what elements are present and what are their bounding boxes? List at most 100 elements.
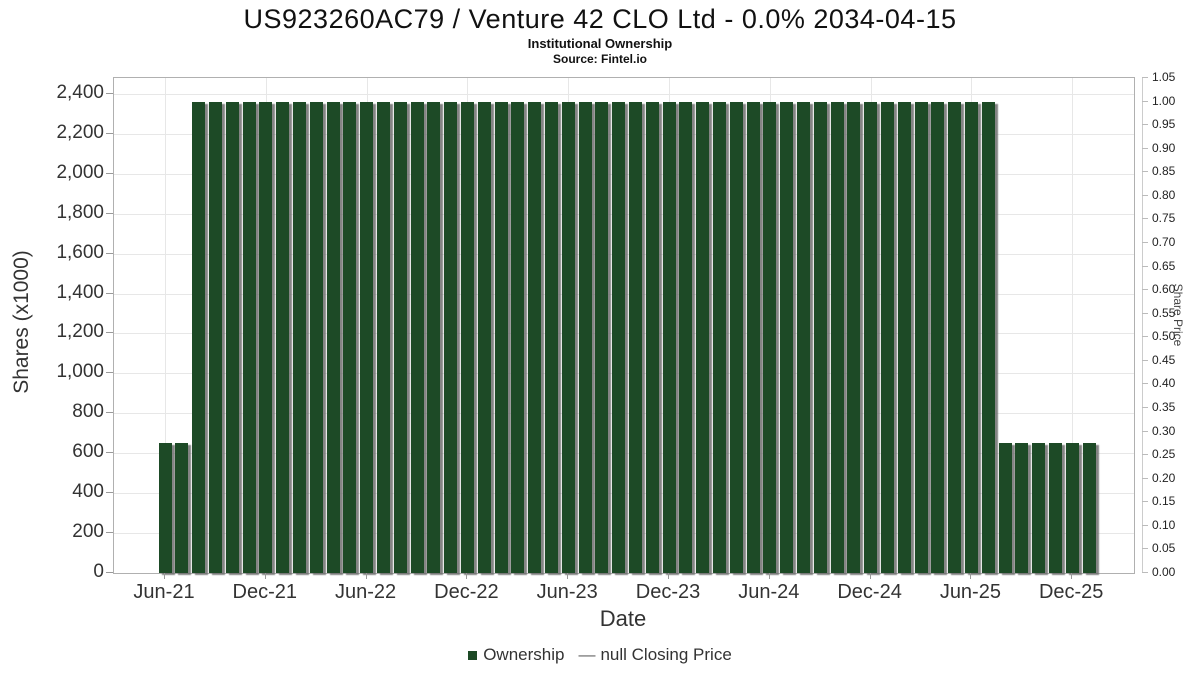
x-axis-tick-label: Dec-23 bbox=[635, 581, 701, 603]
ownership-bar[interactable] bbox=[696, 101, 710, 573]
ownership-bar[interactable] bbox=[998, 443, 1012, 573]
ownership-bar[interactable] bbox=[628, 101, 642, 573]
right-axis-tickmark bbox=[1142, 218, 1148, 220]
ownership-bar[interactable] bbox=[225, 101, 239, 573]
legend: Ownership — null Closing Price bbox=[0, 645, 1200, 665]
x-axis-title: Date bbox=[599, 606, 647, 631]
ownership-bar[interactable] bbox=[376, 101, 390, 573]
ownership-bar[interactable] bbox=[780, 101, 794, 573]
ownership-bar[interactable] bbox=[477, 101, 491, 573]
ownership-bar[interactable] bbox=[410, 101, 424, 573]
right-axis-tickmark bbox=[1142, 265, 1148, 267]
ownership-bar[interactable] bbox=[460, 101, 474, 573]
ownership-bar[interactable] bbox=[326, 101, 340, 573]
ownership-bar[interactable] bbox=[645, 101, 659, 573]
left-axis-tick-label: 600 bbox=[72, 441, 104, 463]
ownership-bar[interactable] bbox=[897, 101, 911, 573]
ownership-bar[interactable] bbox=[880, 101, 894, 573]
x-axis-tickmark bbox=[1071, 573, 1073, 579]
ownership-bar[interactable] bbox=[544, 101, 558, 573]
ownership-bar[interactable] bbox=[192, 101, 206, 573]
right-axis-tick-label: 0.60 bbox=[1152, 282, 1176, 297]
right-axis-tickmark bbox=[1142, 100, 1148, 102]
right-axis-tick-label: 0.90 bbox=[1152, 140, 1176, 155]
left-axis-tickmark bbox=[106, 572, 113, 573]
x-axis-tickmark bbox=[567, 573, 569, 579]
ownership-bar[interactable] bbox=[158, 443, 172, 573]
right-axis-tickmark bbox=[1142, 359, 1148, 361]
right-axis-tick-label: 0.00 bbox=[1152, 565, 1176, 579]
ownership-bar[interactable] bbox=[763, 101, 777, 573]
ownership-bar[interactable] bbox=[931, 101, 945, 573]
x-axis-tick-label: Jun-25 bbox=[939, 581, 1001, 603]
ownership-bar[interactable] bbox=[444, 101, 458, 573]
ownership-bar[interactable] bbox=[830, 101, 844, 573]
ownership-bar[interactable] bbox=[595, 101, 609, 573]
ownership-bar[interactable] bbox=[796, 101, 810, 573]
right-axis-tick-label: 0.95 bbox=[1152, 117, 1176, 132]
ownership-bar[interactable] bbox=[309, 101, 323, 573]
ownership-bar[interactable] bbox=[662, 101, 676, 573]
x-axis-tick-label: Jun-24 bbox=[738, 581, 800, 603]
ownership-bar[interactable] bbox=[914, 101, 928, 573]
ownership-bar[interactable] bbox=[494, 101, 508, 573]
left-axis-tickmark bbox=[106, 212, 113, 214]
ownership-bar[interactable] bbox=[360, 101, 374, 573]
left-axis-tick-label: 2,200 bbox=[56, 121, 104, 143]
x-axis-tick-label: Jun-22 bbox=[335, 581, 397, 603]
left-axis-tickmark bbox=[106, 172, 113, 174]
left-axis-tick-label: 1,800 bbox=[56, 201, 104, 223]
left-axis-tickmark bbox=[106, 292, 113, 294]
ownership-bar[interactable] bbox=[578, 101, 592, 573]
ownership-bar[interactable] bbox=[276, 101, 290, 573]
right-axis-tick-label: 0.75 bbox=[1152, 211, 1176, 226]
right-axis-tickmark bbox=[1142, 383, 1148, 385]
legend-label-ownership: Ownership bbox=[483, 645, 565, 664]
right-axis-tickmark bbox=[1142, 501, 1148, 503]
ownership-bar[interactable] bbox=[343, 101, 357, 573]
left-axis-tickmark bbox=[106, 372, 113, 374]
ownership-bar[interactable] bbox=[612, 101, 626, 573]
legend-item-closing-price[interactable]: — null Closing Price bbox=[578, 645, 731, 665]
ownership-bar[interactable] bbox=[528, 101, 542, 573]
ownership-bar[interactable] bbox=[1032, 443, 1046, 573]
ownership-bar[interactable] bbox=[679, 101, 693, 573]
ownership-bar[interactable] bbox=[511, 101, 525, 573]
right-axis-tickmark bbox=[1142, 289, 1148, 291]
x-axis-tickmark bbox=[668, 573, 669, 579]
ownership-bar[interactable] bbox=[864, 101, 878, 573]
x-axis-tick-label: Dec-25 bbox=[1038, 581, 1104, 603]
x-axis-tickmark bbox=[164, 573, 165, 579]
ownership-bar[interactable] bbox=[1065, 443, 1079, 573]
ownership-bar[interactable] bbox=[242, 101, 256, 573]
ownership-bar[interactable] bbox=[813, 101, 827, 573]
left-axis-tick-label: 200 bbox=[72, 521, 104, 543]
ownership-bar[interactable] bbox=[292, 101, 306, 573]
ownership-bar[interactable] bbox=[712, 101, 726, 573]
legend-item-ownership[interactable]: Ownership bbox=[468, 645, 564, 665]
plot-area bbox=[113, 77, 1135, 574]
ownership-bar[interactable] bbox=[208, 101, 222, 573]
ownership-bar[interactable] bbox=[1082, 443, 1096, 573]
ownership-bar[interactable] bbox=[175, 443, 189, 573]
ownership-bar[interactable] bbox=[393, 101, 407, 573]
ownership-bar[interactable] bbox=[847, 101, 861, 573]
ownership-bar[interactable] bbox=[964, 101, 978, 573]
left-axis-tick-label: 1,600 bbox=[56, 241, 104, 263]
ownership-bar[interactable] bbox=[427, 101, 441, 573]
ownership-bar[interactable] bbox=[746, 101, 760, 573]
chart-subtitle: Institutional Ownership bbox=[527, 36, 673, 51]
x-axis-tick-label: Dec-24 bbox=[837, 581, 902, 603]
ownership-bar[interactable] bbox=[1015, 443, 1029, 573]
ownership-bar[interactable] bbox=[259, 101, 273, 573]
line-marker-icon: — bbox=[578, 645, 596, 664]
ownership-bar[interactable] bbox=[948, 101, 962, 573]
left-axis-tick-label: 2,000 bbox=[56, 161, 104, 183]
ownership-bar[interactable] bbox=[729, 101, 743, 573]
ownership-bar[interactable] bbox=[981, 101, 995, 573]
left-axis-tickmark bbox=[106, 532, 113, 534]
ownership-bar[interactable] bbox=[1048, 443, 1062, 573]
left-axis-tickmark bbox=[106, 412, 113, 414]
ownership-bar[interactable] bbox=[561, 101, 575, 573]
